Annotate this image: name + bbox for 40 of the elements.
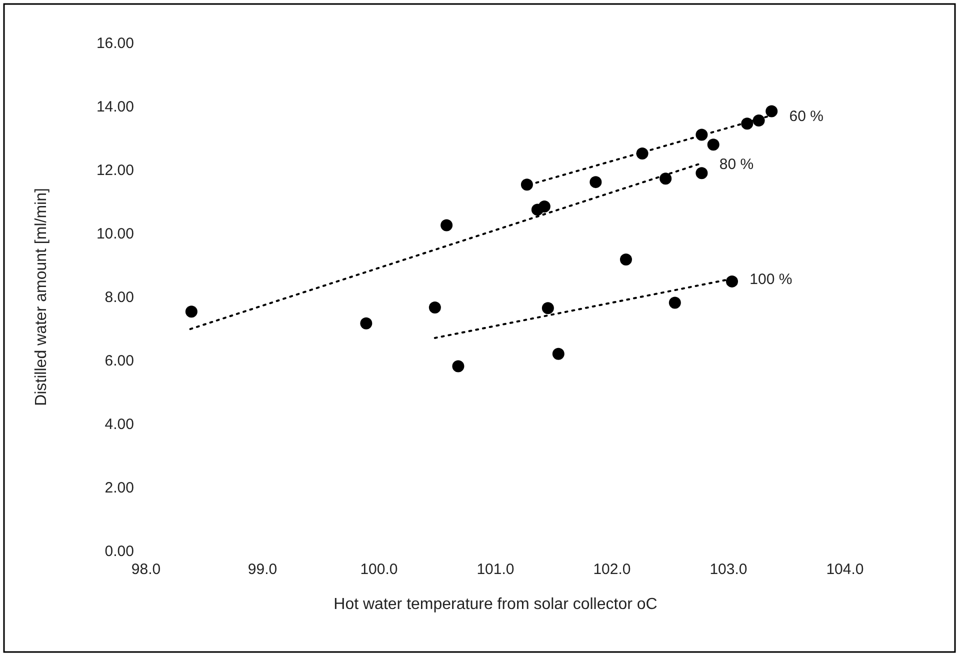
y-tick-label: 6.00 [104,352,134,370]
point [707,138,720,151]
y-tick-label: 16.00 [96,35,134,52]
series-label: 80 % [719,156,754,173]
point [668,296,681,309]
y-tick-label: 2.00 [104,480,134,496]
series-label: 100 % [750,271,792,288]
x-tick-label: 103.0 [710,561,748,578]
point [428,301,441,314]
point [766,105,778,118]
point [542,302,554,314]
y-tick-label: 4.00 [104,416,134,433]
y-tick-label: 10.00 [96,226,134,242]
point [590,176,602,188]
point [185,306,198,318]
point [660,172,672,185]
series-label: 60 % [789,108,824,126]
y-axis-title: Distilled water amount [ml/min] [33,188,50,406]
point [360,317,372,330]
point [440,219,453,232]
y-tick-label: 0.00 [104,543,134,560]
x-tick-label: 98.0 [131,561,161,578]
y-tick-label: 8.00 [104,289,134,306]
point [520,178,533,191]
point [620,254,632,266]
x-tick-label: 102.0 [593,561,631,578]
x-tick-label: 101.0 [476,561,514,578]
y-tick-label: 12.00 [96,162,134,179]
y-tick-label: 14.00 [96,98,134,116]
point [741,118,754,130]
x-tick-label: 104.0 [826,561,864,578]
point [452,360,464,372]
point [538,200,550,213]
point [726,275,738,288]
x-tick-label: 100.0 [360,561,398,578]
point [752,114,765,126]
x-tick-label: 99.0 [248,561,278,578]
point [696,167,708,180]
x-axis-title: Hot water temperature from solar collector oC [334,596,658,613]
point [552,348,564,360]
